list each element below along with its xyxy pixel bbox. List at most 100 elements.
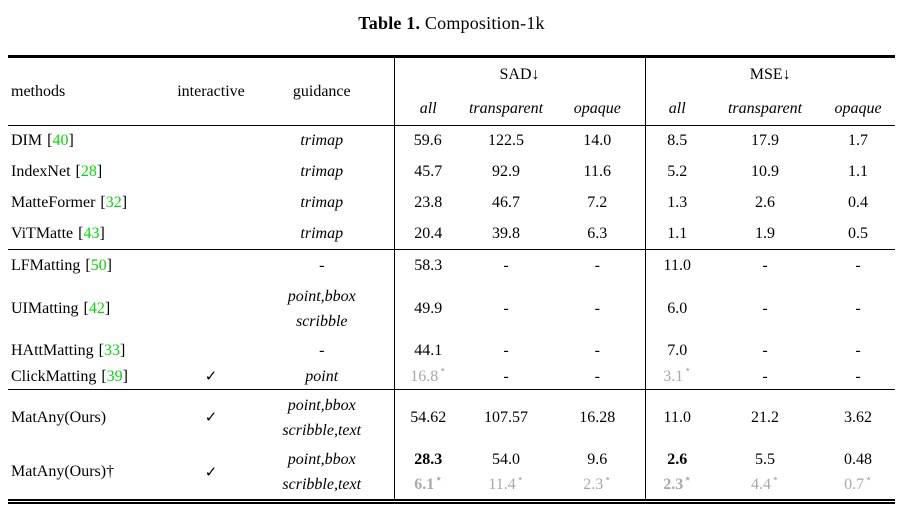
value-cell: 58.3 <box>393 249 462 282</box>
value: 5.5 <box>755 451 775 469</box>
value-primary: 9.6 <box>550 447 645 472</box>
check-icon: ✓ <box>204 367 218 386</box>
value: - <box>594 341 600 359</box>
value-primary: 54.0 <box>462 447 550 472</box>
method-name: LFMatting <box>11 256 81 274</box>
col-header-sad: SAD↓ <box>393 56 645 92</box>
value-cell: 21.2 <box>709 389 821 446</box>
value: 54.62 <box>410 408 447 426</box>
header-row-top: methods interactive guidance SAD↓ MSE↓ <box>8 56 896 126</box>
method-cell: DIM [40] <box>8 126 172 157</box>
value-cell: 28.3 6.1⋆ <box>393 445 462 502</box>
value: 7.2 <box>587 194 608 211</box>
value: 11.4 <box>488 476 516 494</box>
group-trimap-methods: DIM [40] trimap 59.6 122.5 14.0 8.5 17.9 … <box>8 125 895 250</box>
table-caption: Table 1. Composition-1k <box>0 13 903 34</box>
guidance-cell: trimap <box>250 157 394 188</box>
star-marker: ⋆ <box>684 363 692 377</box>
value-cell: 0.48 0.7⋆ <box>821 446 895 502</box>
guidance-text: trimap <box>300 224 344 242</box>
value: - <box>503 341 509 359</box>
citation: [33] <box>99 342 126 359</box>
table-row: HAttMatting [33] - 44.1 - - 7.0 - - <box>8 336 895 365</box>
value: 21.2 <box>751 408 779 426</box>
value-cell: - <box>709 282 821 337</box>
value: 20.4 <box>414 224 443 242</box>
value: - <box>855 367 861 385</box>
value-starred: 2.3⋆ <box>646 472 710 497</box>
value-cell: 11.0 <box>644 249 709 282</box>
table-row: MatAny(Ours)† ✓ point,bbox scribble,text … <box>8 445 895 502</box>
guidance-text: - <box>319 341 325 359</box>
value-cell: 1.1 <box>821 157 895 188</box>
value-cell: 92.9 <box>462 157 550 188</box>
citation: [28] <box>76 163 103 180</box>
value-cell: - <box>821 337 895 365</box>
method-name: HAttMatting <box>11 341 94 359</box>
value: 46.7 <box>492 194 520 211</box>
citation: [32] <box>100 194 127 211</box>
col-header-guidance: guidance <box>250 56 394 126</box>
value-cell: - <box>462 282 550 337</box>
value-cell: 49.9 <box>393 281 462 337</box>
value: 1.1 <box>848 163 868 180</box>
caption-text: Composition-1k <box>424 13 545 33</box>
value: 59.6 <box>413 132 442 150</box>
value: 0.4 <box>848 194 868 211</box>
value: 1.1 <box>667 224 688 242</box>
value: 107.57 <box>484 408 528 426</box>
citation: [40] <box>47 132 74 149</box>
method-cell: MatAny(Ours) <box>8 389 172 446</box>
value-cell: 1.3 <box>644 187 709 219</box>
value: - <box>594 256 600 274</box>
value-cell: - <box>821 282 895 337</box>
citation-number: 50 <box>90 256 107 274</box>
method-name: MatteFormer <box>11 194 96 211</box>
value: 49.9 <box>414 300 443 317</box>
table-header: methods interactive guidance SAD↓ MSE↓ a… <box>8 56 896 126</box>
value-starred: 2.3⋆ <box>550 472 645 497</box>
value: 3.62 <box>844 408 872 426</box>
value-cell: 11.6 <box>550 157 645 188</box>
value-cell: 107.57 <box>462 389 550 446</box>
value-cell: - <box>550 365 645 390</box>
value-starred: 4.4⋆ <box>709 472 821 497</box>
method-cell: MatAny(Ours)† <box>8 446 172 502</box>
guidance-text: trimap <box>300 132 344 150</box>
value: - <box>594 300 600 317</box>
value: 122.5 <box>488 132 524 150</box>
value-cell: 3.1⋆ <box>644 363 709 390</box>
interactive-cell <box>172 126 250 157</box>
citation-bracket: [ <box>75 163 81 180</box>
value-cell: 6.3 <box>550 219 645 250</box>
value: 44.1 <box>414 341 443 359</box>
method-name: DIM <box>11 132 43 150</box>
value-cell: 59.6 <box>393 125 462 157</box>
citation-bracket: [ <box>101 367 107 385</box>
subheader-mse-opaque: opaque <box>821 92 896 126</box>
method-name: MatAny(Ours) <box>11 408 107 426</box>
citation: [39] <box>101 368 128 385</box>
value-cell: 1.1 <box>644 218 709 250</box>
citation-bracket: ] <box>96 163 103 180</box>
value-cell: - <box>462 337 550 365</box>
value: 92.9 <box>492 163 520 180</box>
table-row: ClickMatting [39] ✓ point 16.8⋆ - - 3.1⋆ … <box>8 363 895 390</box>
value-cell: 17.9 <box>709 126 821 157</box>
value-cell: - <box>709 365 821 390</box>
method-name: UIMatting <box>11 300 79 317</box>
citation-bracket: ] <box>99 224 105 242</box>
guidance-text: scribble,text <box>282 476 362 494</box>
value-cell: 11.0 <box>644 389 709 446</box>
star-marker: ⋆ <box>684 471 692 485</box>
value: 6.3 <box>587 224 608 242</box>
guidance-text: point <box>305 367 339 385</box>
value-cell: - <box>709 249 821 282</box>
value: 54.0 <box>492 451 520 469</box>
citation-bracket: ] <box>122 367 128 385</box>
star-marker: ⋆ <box>516 471 524 485</box>
header-row-sub: all transparent opaque all transparent o… <box>8 92 896 126</box>
value: 23.8 <box>414 194 443 211</box>
value-cell: 2.6 2.3⋆ <box>644 445 710 502</box>
value-cell: 39.8 <box>462 219 550 250</box>
